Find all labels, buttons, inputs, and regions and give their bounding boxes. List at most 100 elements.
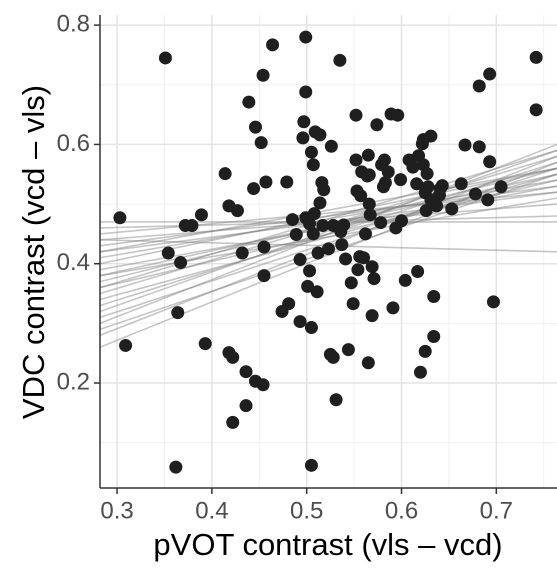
point — [483, 67, 497, 81]
point — [307, 207, 321, 221]
point — [306, 227, 320, 241]
point — [418, 344, 432, 358]
point — [303, 264, 317, 278]
point — [293, 253, 307, 267]
point — [411, 264, 425, 278]
point — [421, 180, 435, 194]
point — [430, 199, 444, 213]
point — [242, 95, 256, 109]
point — [529, 103, 543, 117]
point — [310, 285, 324, 299]
point — [337, 218, 351, 232]
point — [299, 30, 313, 44]
point — [194, 208, 208, 222]
point — [235, 246, 249, 260]
point — [230, 204, 244, 218]
point — [256, 68, 270, 82]
x-tick-label: 0.3 — [100, 497, 133, 524]
point — [297, 115, 311, 129]
point — [169, 460, 183, 474]
point — [468, 187, 482, 201]
point — [349, 108, 363, 122]
point — [494, 180, 508, 194]
point — [311, 246, 325, 260]
point — [420, 167, 434, 181]
point — [335, 238, 349, 252]
y-tick-label: 0.8 — [57, 10, 90, 37]
point — [285, 213, 299, 227]
point — [472, 140, 486, 154]
point — [198, 337, 212, 351]
y-tick-label: 0.4 — [57, 249, 90, 276]
point — [454, 177, 468, 191]
point — [377, 153, 391, 167]
point — [317, 183, 331, 197]
point — [247, 182, 261, 196]
point — [185, 219, 199, 233]
point — [119, 338, 133, 352]
point — [226, 415, 240, 429]
point — [239, 399, 253, 413]
fit-line — [99, 179, 557, 289]
point — [304, 145, 318, 159]
point — [259, 175, 273, 189]
point — [304, 458, 318, 472]
point — [413, 365, 427, 379]
point — [529, 50, 543, 64]
point — [395, 214, 409, 228]
point — [293, 315, 307, 329]
point — [362, 168, 376, 182]
point — [329, 393, 343, 407]
point — [161, 246, 175, 260]
point — [326, 350, 340, 364]
point — [306, 158, 320, 172]
point — [410, 177, 424, 191]
fit-line — [99, 167, 557, 265]
y-axis-label: VDC contrast (vcd – vls) — [16, 85, 51, 419]
point — [378, 176, 392, 190]
point — [362, 197, 376, 211]
fit-line — [99, 143, 557, 325]
point — [158, 51, 172, 65]
point — [427, 329, 441, 343]
point — [171, 306, 185, 320]
point — [254, 136, 268, 150]
point — [289, 228, 303, 242]
point — [341, 343, 355, 357]
point — [361, 356, 375, 370]
point — [424, 129, 438, 143]
point — [381, 165, 395, 179]
point — [391, 108, 405, 122]
point — [313, 128, 327, 142]
fit-line — [99, 149, 557, 289]
point — [472, 79, 486, 93]
fit-line — [99, 149, 557, 313]
x-tick-label: 0.7 — [480, 497, 513, 524]
x-tick-label: 0.5 — [290, 497, 323, 524]
point — [257, 240, 271, 254]
point — [349, 153, 363, 167]
y-tick-label: 0.2 — [57, 368, 90, 395]
point — [282, 297, 296, 311]
point — [370, 118, 384, 132]
point — [358, 227, 372, 241]
x-axis-label: pVOT contrast (vls – vcd) — [153, 527, 502, 562]
point — [386, 301, 400, 315]
point — [239, 365, 253, 379]
x-tick-label: 0.6 — [385, 497, 418, 524]
point — [351, 263, 365, 277]
point — [226, 350, 240, 364]
point — [394, 173, 408, 187]
fit-line — [99, 161, 557, 307]
point — [266, 38, 280, 52]
point — [299, 85, 313, 99]
point — [445, 202, 459, 216]
point — [301, 279, 315, 293]
point — [486, 295, 500, 309]
point — [483, 155, 497, 169]
point — [346, 297, 360, 311]
point — [174, 256, 188, 270]
fit-line — [99, 191, 557, 235]
point — [363, 208, 377, 222]
